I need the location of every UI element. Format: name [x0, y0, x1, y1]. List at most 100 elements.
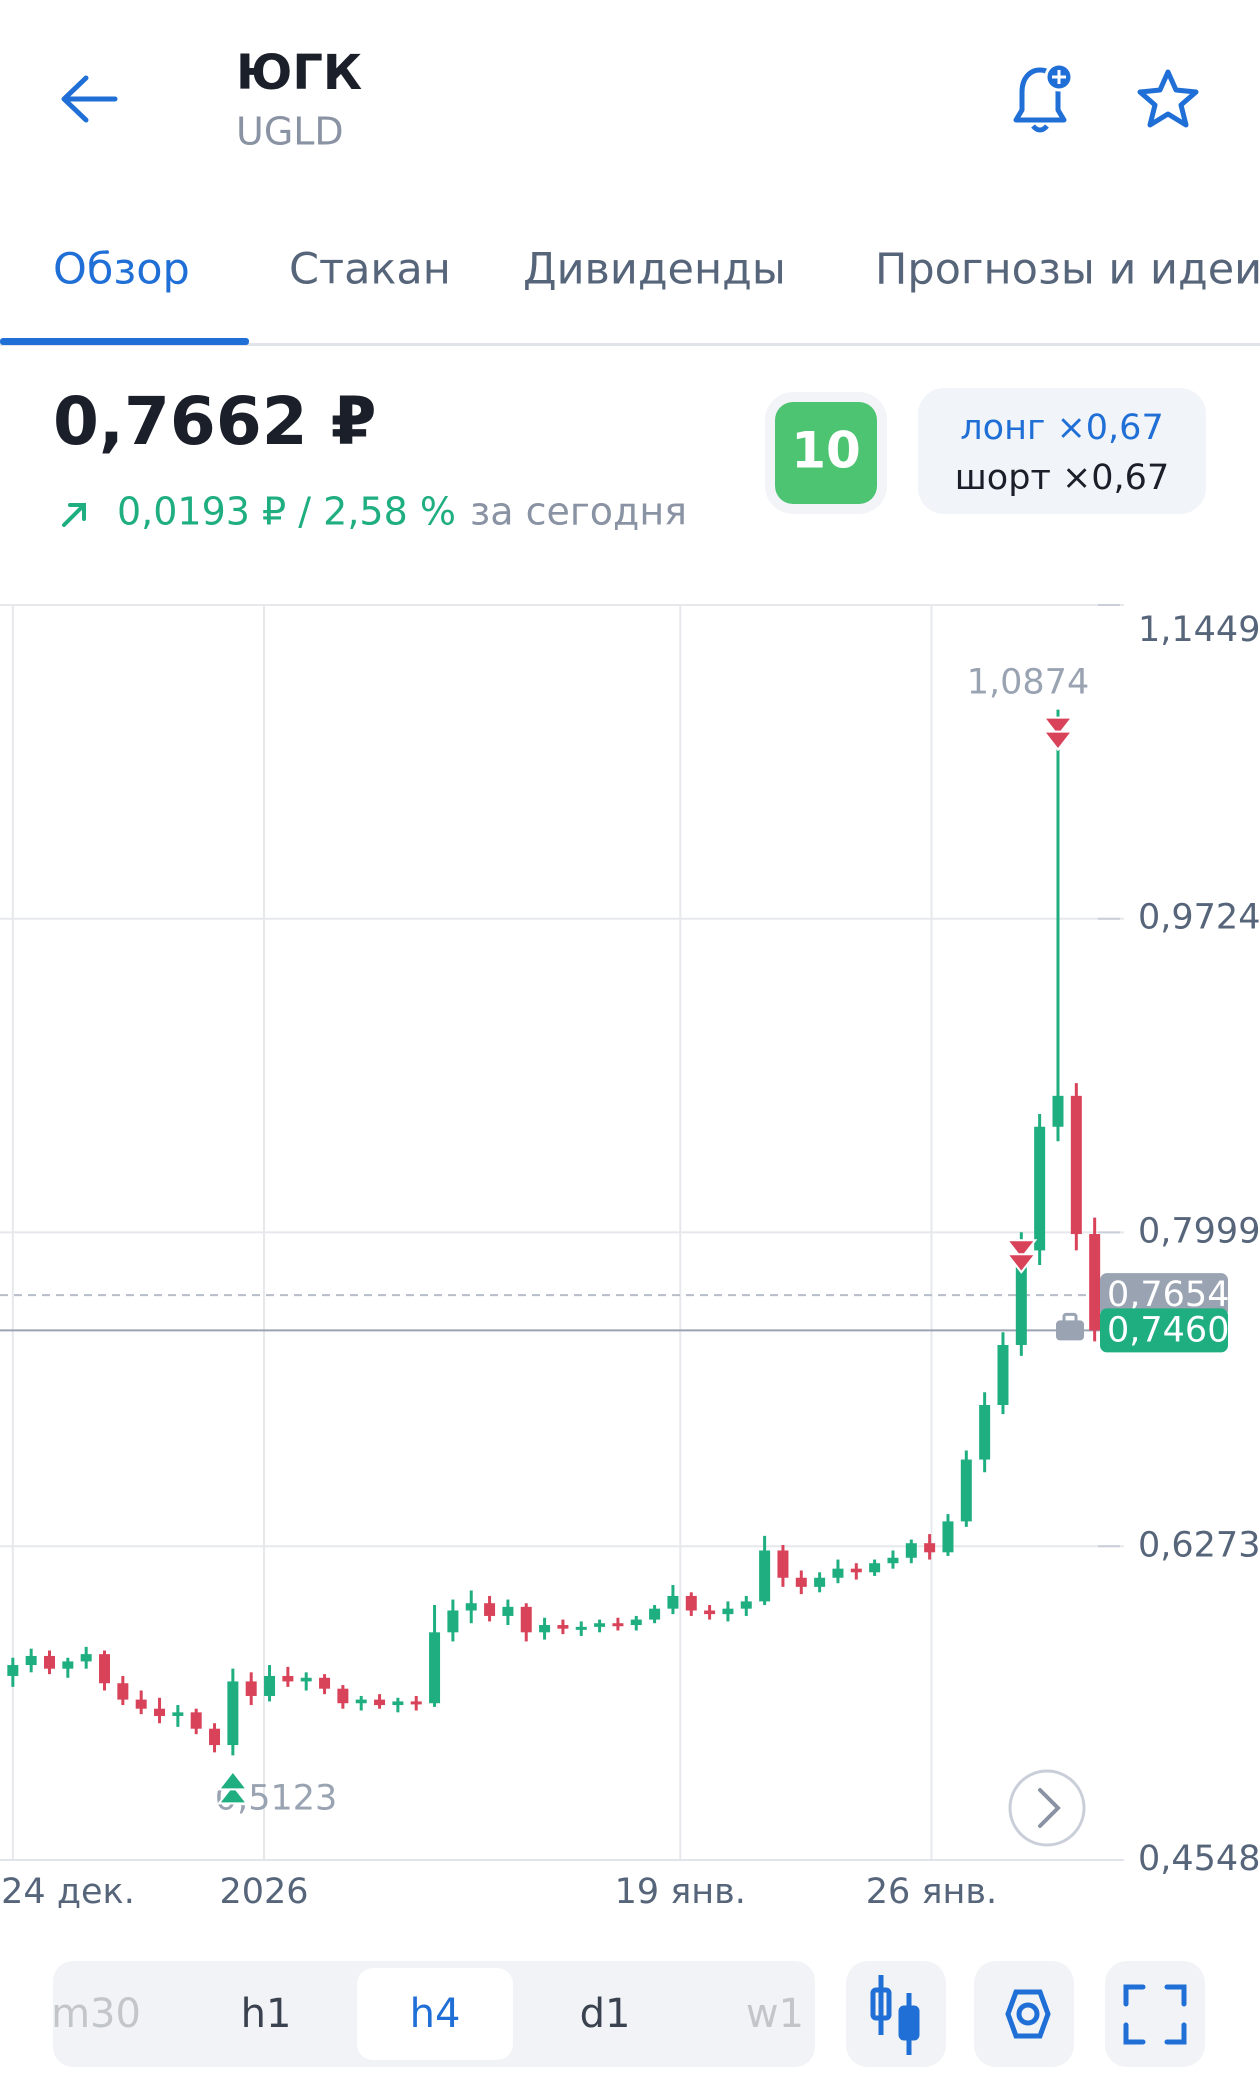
y-tick-label: 0,9724: [1138, 898, 1260, 938]
buy-signal: [216, 1783, 249, 1805]
candle-body: [557, 1625, 569, 1629]
candle-body: [704, 1610, 716, 1615]
candle-body: [979, 1404, 991, 1460]
tab[interactable]: Стакан: [289, 245, 451, 295]
candle-body: [1052, 1095, 1064, 1127]
timeframe[interactable]: d1: [580, 1991, 631, 2037]
tab[interactable]: Обзор: [53, 245, 190, 295]
fullscreen-icon: [1123, 1984, 1187, 2045]
candle-body: [190, 1712, 202, 1729]
candle-body: [905, 1543, 917, 1558]
chart: 0,4548 0,6273 0,7999 0,9724 1,1449 24 дек. 202…: [0, 604, 1260, 1912]
price-label-bg: [1100, 1273, 1228, 1318]
change-period: за сегодня: [470, 490, 687, 534]
y-tick-label: 1,1449: [1138, 610, 1260, 650]
title: ЮГК: [236, 45, 362, 101]
candle-body: [924, 1543, 936, 1553]
sell-signal: [1005, 1253, 1038, 1274]
timeframe[interactable]: h1: [241, 1991, 292, 2037]
sell-signal: [1041, 730, 1075, 752]
candle-body: [99, 1654, 111, 1684]
candle-body: [722, 1608, 734, 1615]
candle-body: [62, 1661, 74, 1669]
candle-body: [209, 1728, 221, 1746]
candle-body: [814, 1577, 826, 1587]
candle-body: [777, 1550, 789, 1578]
position-icon-handle: [1062, 1312, 1078, 1324]
candle-body: [80, 1654, 92, 1662]
candle-body: [392, 1701, 404, 1706]
leverage-box[interactable]: [918, 388, 1206, 514]
badge[interactable]: [775, 402, 877, 504]
timeframe[interactable]: w1: [746, 1991, 804, 2037]
candle-body: [960, 1459, 972, 1522]
candle-icon: [870, 1975, 920, 2055]
candle-body: [1089, 1234, 1101, 1331]
scroll-right-button[interactable]: [1008, 1769, 1086, 1847]
candle-body: [575, 1626, 587, 1630]
candle-body: [869, 1563, 881, 1573]
candle-body: [630, 1619, 642, 1626]
candle-body: [245, 1681, 257, 1696]
back-button[interactable]: [61, 75, 118, 123]
price-label: 0,7460: [1107, 1310, 1229, 1350]
tab[interactable]: Дивиденды: [523, 245, 786, 295]
candle-body: [997, 1344, 1009, 1405]
candle-body: [264, 1675, 276, 1696]
sell-signal: [1005, 1239, 1038, 1260]
candle-body: [227, 1681, 239, 1746]
position-icon: [1056, 1320, 1084, 1341]
favorite-button[interactable]: [1137, 69, 1199, 128]
timeframe[interactable]: h4: [410, 1991, 461, 2037]
candle-body: [154, 1708, 166, 1716]
candle-body: [374, 1699, 386, 1706]
candle-body: [117, 1683, 129, 1700]
candle-body: [649, 1608, 661, 1620]
alert-button[interactable]: [1013, 62, 1074, 133]
candle-body: [282, 1675, 294, 1682]
sell-signal: [1041, 716, 1075, 738]
candle-body: [25, 1655, 37, 1666]
candle-body: [337, 1688, 349, 1704]
candle-body: [832, 1568, 844, 1578]
candle-body: [447, 1610, 459, 1633]
candle-body: [172, 1712, 184, 1716]
ticker: UGLD: [236, 110, 344, 154]
candle-body: [612, 1623, 624, 1627]
x-tick-label: 24 дек.: [1, 1872, 135, 1912]
badge-value: 10: [791, 422, 861, 480]
candle-body: [594, 1623, 606, 1627]
timeframes: m30 h1 h4 d1 w1: [51, 1968, 804, 2060]
chart-type-button[interactable]: [846, 1961, 946, 2067]
candle-body: [850, 1568, 862, 1573]
timeframe-selected: [357, 1968, 513, 2060]
candle-body: [355, 1699, 367, 1704]
candle-body: [520, 1606, 532, 1633]
candle-body: [1034, 1126, 1046, 1251]
leverage-short: шорт ×0,67: [955, 458, 1169, 498]
candle-body: [887, 1557, 899, 1564]
price: 0,7662 ₽: [53, 383, 377, 460]
candle-body: [465, 1603, 477, 1611]
candle-body: [429, 1632, 441, 1704]
extreme-label: 1,0874: [967, 663, 1089, 703]
leverage-long: лонг ×0,67: [960, 408, 1163, 448]
price-label-bg: [1100, 1308, 1228, 1353]
tab[interactable]: Прогнозы и идеи: [875, 245, 1260, 295]
x-tick-label: 19 янв.: [615, 1872, 746, 1912]
candle-body: [667, 1595, 679, 1609]
fullscreen-button[interactable]: [1105, 1961, 1205, 2067]
candle-body: [484, 1603, 496, 1616]
y-tick-label: 0,6273: [1138, 1525, 1260, 1565]
candle-body: [685, 1595, 697, 1611]
tab-indicator: [0, 338, 249, 345]
candle-body: [410, 1701, 422, 1705]
candle-body: [300, 1677, 312, 1682]
candle-body: [7, 1665, 19, 1676]
indicator-icon: [1005, 1989, 1051, 2039]
timeframe[interactable]: m30: [51, 1991, 141, 2037]
y-tick-label: 0,7999: [1138, 1211, 1260, 1251]
indicators-button[interactable]: [974, 1961, 1074, 2067]
candle-body: [759, 1550, 771, 1602]
